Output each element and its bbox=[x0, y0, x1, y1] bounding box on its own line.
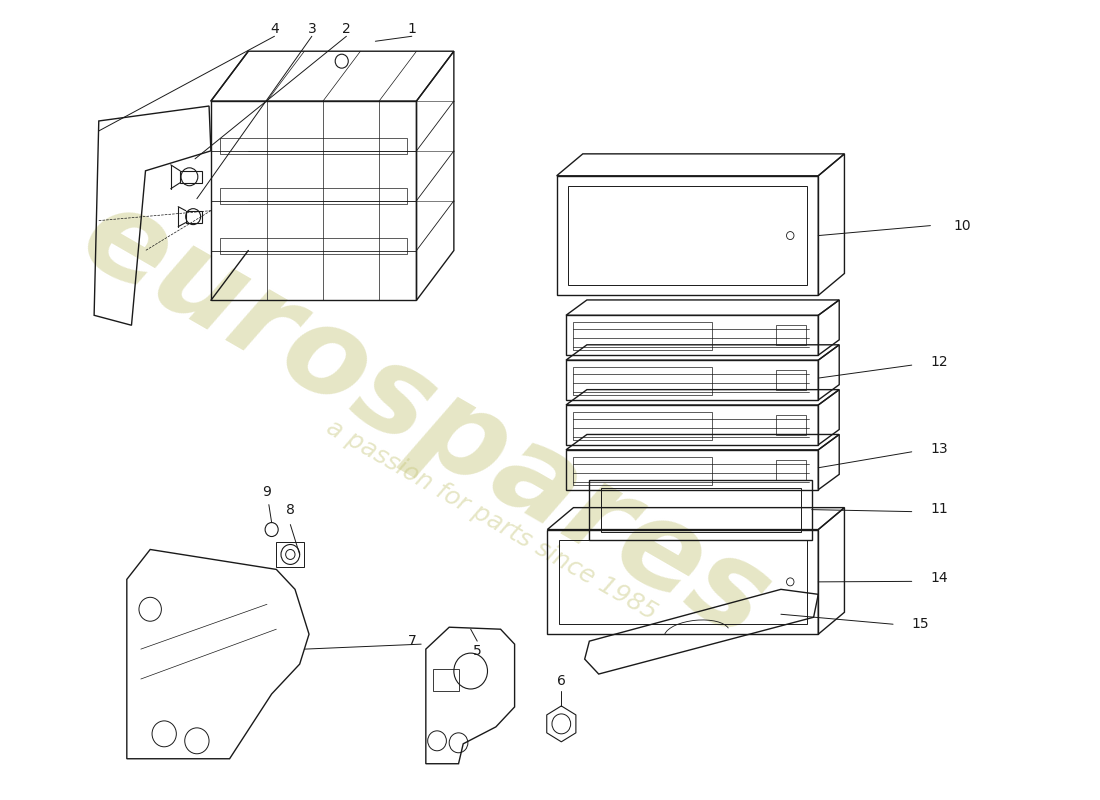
Text: 4: 4 bbox=[271, 22, 278, 36]
Text: eurospares: eurospares bbox=[62, 176, 790, 664]
Text: 14: 14 bbox=[931, 571, 948, 586]
Text: 9: 9 bbox=[263, 485, 272, 498]
Text: 12: 12 bbox=[931, 355, 948, 369]
Bar bbox=[573, 412, 712, 440]
Bar bbox=[566, 405, 818, 445]
Bar bbox=[211, 101, 417, 300]
Bar bbox=[548, 530, 818, 634]
Bar bbox=[433, 669, 460, 691]
Bar bbox=[573, 457, 712, 485]
Bar bbox=[557, 176, 818, 295]
Bar bbox=[777, 460, 806, 480]
Text: 6: 6 bbox=[557, 674, 565, 688]
Bar bbox=[568, 186, 807, 286]
Bar bbox=[566, 315, 818, 355]
Text: a passion for parts since 1985: a passion for parts since 1985 bbox=[321, 414, 661, 625]
Bar bbox=[220, 238, 407, 254]
Bar bbox=[777, 326, 806, 345]
Text: 11: 11 bbox=[931, 502, 948, 516]
Text: 7: 7 bbox=[408, 634, 417, 648]
Bar bbox=[777, 370, 806, 390]
Text: 5: 5 bbox=[473, 644, 482, 658]
Bar bbox=[276, 542, 305, 567]
Text: 1: 1 bbox=[407, 22, 416, 36]
Text: 8: 8 bbox=[286, 502, 295, 517]
Text: 3: 3 bbox=[308, 22, 316, 36]
Bar bbox=[777, 415, 806, 435]
Bar bbox=[566, 360, 818, 400]
Bar bbox=[220, 188, 407, 204]
Text: 2: 2 bbox=[342, 22, 351, 36]
Bar bbox=[220, 138, 407, 154]
Bar bbox=[601, 488, 801, 531]
Bar bbox=[590, 480, 812, 539]
Bar bbox=[573, 322, 712, 350]
Text: 15: 15 bbox=[912, 618, 930, 631]
Bar bbox=[559, 539, 807, 624]
Bar bbox=[573, 367, 712, 395]
Text: 13: 13 bbox=[931, 442, 948, 456]
Bar bbox=[566, 450, 818, 490]
Text: 10: 10 bbox=[954, 218, 971, 233]
